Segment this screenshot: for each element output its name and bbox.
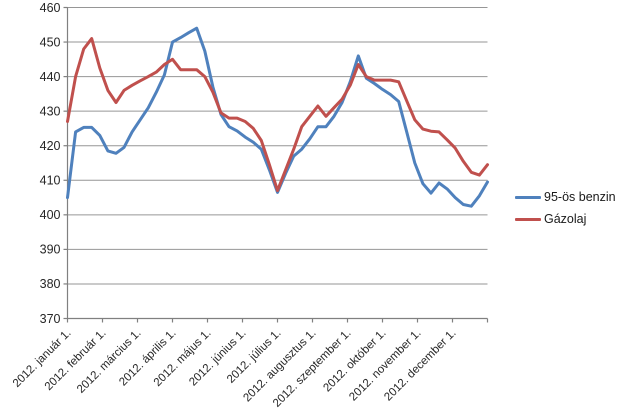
- y-tick-label: 420: [40, 139, 61, 153]
- gazolaj-line-swatch-icon: [515, 218, 541, 222]
- y-tick-label: 370: [40, 312, 61, 326]
- y-tick-label: 410: [40, 174, 61, 188]
- benzin-line-swatch-icon: [515, 195, 541, 199]
- legend-item-benzin[interactable]: 95-ös benzin: [515, 190, 616, 204]
- legend-label-gazolaj: Gázolaj: [544, 212, 587, 227]
- series-line-gazolaj[interactable]: [66, 37, 489, 193]
- legend-label-benzin: 95-ös benzin: [544, 190, 616, 204]
- y-tick-label: 400: [40, 208, 61, 222]
- y-tick-label: 430: [40, 105, 61, 119]
- chart-legend: 95-ös benzin Gázolaj: [515, 190, 616, 227]
- x-tick-label: 2012. február 1.: [43, 327, 109, 393]
- series-line-benzin[interactable]: [66, 26, 489, 208]
- y-tick-label: 380: [40, 277, 61, 291]
- x-tick-label: 2012. október 1.: [321, 327, 388, 394]
- legend-item-gazolaj[interactable]: Gázolaj: [515, 212, 616, 226]
- x-tick-label: 2012. január 1.: [11, 327, 74, 390]
- axis-ticks: [63, 6, 489, 323]
- x-axis-labels: 2012. január 1.2012. február 1.2012. már…: [11, 327, 459, 410]
- y-axis-labels: 370 380 390 400 410 420 430 440 450 460: [40, 1, 61, 326]
- y-tick-label: 390: [40, 243, 61, 257]
- x-tick-label: 2012. március 1.: [75, 327, 144, 396]
- gridlines: [67, 7, 488, 319]
- y-tick-label: 440: [40, 70, 61, 84]
- y-tick-label: 460: [40, 1, 61, 15]
- y-tick-label: 450: [40, 35, 61, 49]
